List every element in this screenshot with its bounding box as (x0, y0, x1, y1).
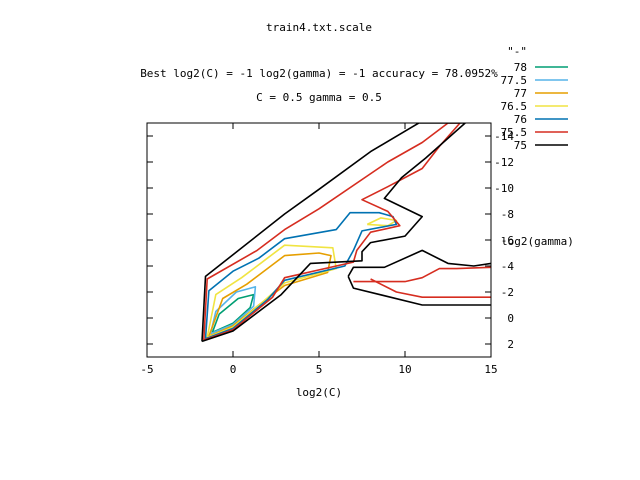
contour-75-path-0 (201, 123, 467, 343)
plot-frame (146, 122, 492, 358)
x-tick-label: 15 (484, 363, 497, 376)
contour-77_5-path-0 (209, 285, 257, 335)
y-tick-label: -12 (494, 156, 514, 169)
y-tick-label: 2 (507, 338, 514, 351)
x-axis-label: log2(C) (296, 386, 342, 399)
contour-75_5-path-2 (370, 278, 491, 299)
y-tick-label: -14 (494, 130, 514, 143)
legend-label: 76.5 (501, 100, 528, 113)
legend-label: 76 (514, 113, 527, 126)
contour-75-path-1 (347, 249, 491, 277)
legend-title: "-" (507, 45, 527, 58)
y-tick-label: 0 (507, 312, 514, 325)
contour-75_5-path-0 (203, 123, 461, 341)
contour-lines (201, 123, 491, 343)
legend-label: 77 (514, 87, 527, 100)
x-tick-label: 10 (398, 363, 411, 376)
y-tick-label: -10 (494, 182, 514, 195)
y-tick-label: -4 (501, 260, 515, 273)
contour-75_5-path-1 (353, 266, 491, 283)
contour-78-path-0 (211, 293, 255, 334)
y-tick-label: -2 (501, 286, 514, 299)
legend-label: 75 (514, 139, 527, 152)
chart-subtitle-best: Best log2(C) = -1 log2(gamma) = -1 accur… (140, 67, 498, 80)
contour-75-path-2 (347, 276, 491, 306)
legend-label: 78 (514, 61, 527, 74)
y-axis-label: log2(gamma) (501, 235, 574, 248)
legend-label: 75.5 (501, 126, 528, 139)
legend-label: 77.5 (501, 74, 528, 87)
chart-subtitle-params: C = 0.5 gamma = 0.5 (256, 91, 382, 104)
contour-76_5-path-0 (206, 244, 338, 339)
contour-76-path-0 (204, 211, 398, 340)
y-tick-label: -6 (501, 234, 514, 247)
x-tick-label: -5 (140, 363, 153, 376)
chart-title: train4.txt.scale (266, 21, 372, 34)
y-tick-label: -8 (501, 208, 514, 221)
x-tick-label: 5 (316, 363, 323, 376)
x-tick-label: 0 (230, 363, 237, 376)
